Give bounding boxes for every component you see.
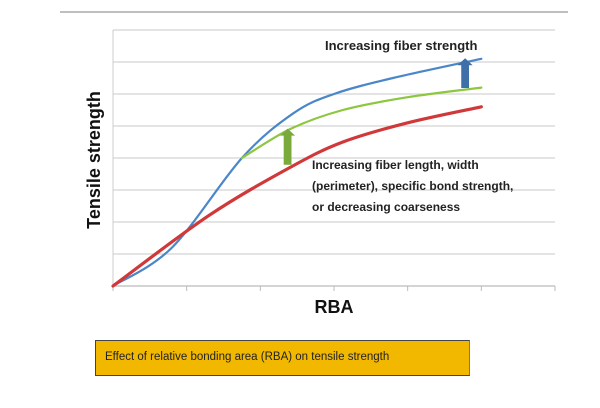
series-line-2 [111, 105, 483, 288]
annotation-line-2: (perimeter), specific bond strength, [312, 179, 513, 193]
series-line-0 [111, 57, 483, 288]
arrow-up-1 [457, 58, 473, 88]
x-ticks [112, 286, 556, 291]
series-group [111, 57, 483, 288]
arrow-up-0 [280, 128, 296, 165]
figure-caption: Effect of relative bonding area (RBA) on… [95, 340, 470, 376]
annotation-line-1: Increasing fiber length, width [312, 158, 479, 172]
y-axis-label: Tensile strength [84, 91, 104, 229]
series-line-1 [240, 86, 483, 160]
x-axis-label: RBA [315, 297, 354, 317]
annotation-line-3: or decreasing coarseness [312, 200, 460, 214]
annotation-fiber-strength: Increasing fiber strength [325, 38, 477, 53]
arrows-group [280, 58, 473, 165]
chart: Increasing fiber strength Increasing fib… [60, 11, 568, 317]
